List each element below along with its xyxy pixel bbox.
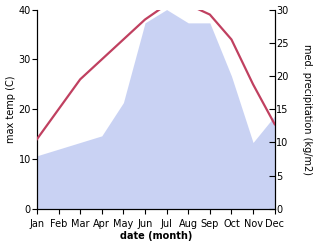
X-axis label: date (month): date (month) [120, 231, 192, 242]
Y-axis label: med. precipitation (kg/m2): med. precipitation (kg/m2) [302, 44, 313, 175]
Y-axis label: max temp (C): max temp (C) [5, 76, 16, 143]
